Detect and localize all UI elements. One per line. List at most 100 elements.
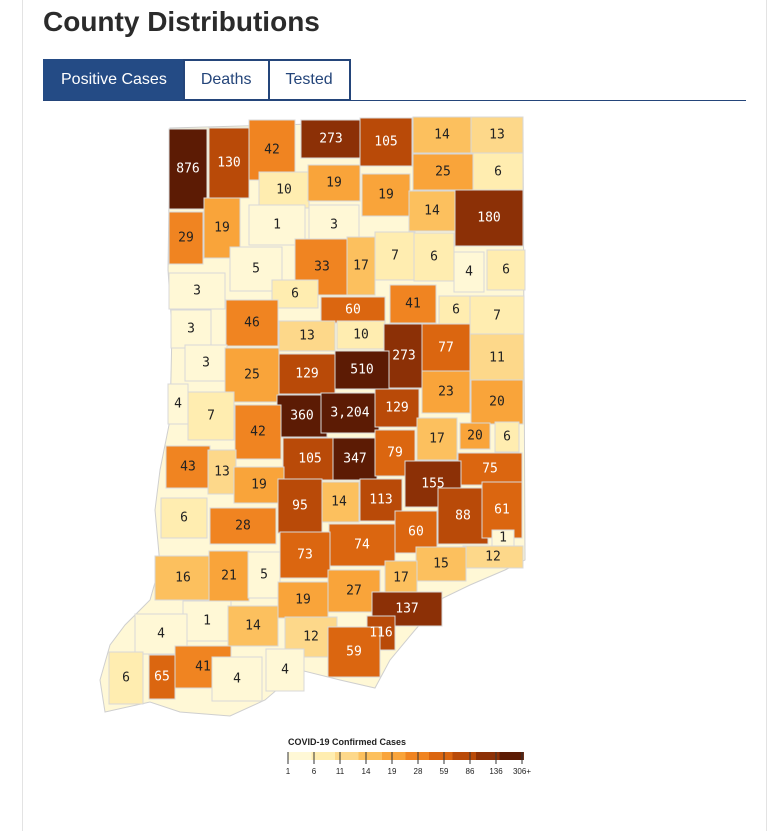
county-region[interactable] — [184, 344, 228, 382]
county-value-label: 3 — [193, 284, 201, 299]
county-region[interactable] — [168, 211, 204, 265]
county-region[interactable] — [394, 510, 438, 554]
county-value-label: 4 — [174, 397, 182, 412]
county-region[interactable] — [361, 173, 411, 217]
county-region[interactable] — [248, 204, 306, 246]
county-value-label: 21 — [221, 569, 237, 584]
county-region[interactable] — [248, 119, 296, 181]
county-region[interactable] — [346, 236, 376, 296]
county-region[interactable] — [233, 466, 285, 504]
county-region[interactable] — [404, 460, 462, 508]
county-region[interactable] — [383, 323, 425, 389]
county-value-label: 20 — [489, 395, 505, 410]
county-region[interactable] — [247, 551, 281, 599]
county-region[interactable] — [454, 189, 524, 247]
county-value-label: 6 — [180, 511, 188, 526]
county-value-label: 17 — [353, 259, 369, 274]
county-value-label: 11 — [489, 351, 505, 366]
county-value-label: 5 — [252, 262, 260, 277]
county-value-label: 46 — [244, 316, 260, 331]
county-region[interactable] — [154, 555, 212, 601]
county-region[interactable] — [187, 391, 235, 441]
county-region[interactable] — [481, 481, 523, 539]
county-region[interactable] — [472, 152, 524, 192]
county-region[interactable] — [469, 295, 525, 337]
county-value-label: 7 — [207, 409, 215, 424]
county-region[interactable] — [470, 116, 524, 154]
county-region[interactable] — [328, 523, 396, 567]
county-region[interactable] — [389, 284, 437, 324]
county-region[interactable] — [336, 320, 386, 350]
county-region[interactable] — [227, 605, 279, 647]
county-region[interactable] — [265, 648, 305, 692]
county-value-label: 3 — [187, 322, 195, 337]
county-region[interactable] — [320, 392, 380, 434]
county-region[interactable] — [469, 333, 525, 383]
county-region[interactable] — [470, 379, 524, 425]
legend-swatch — [429, 752, 454, 760]
county-region[interactable] — [320, 296, 386, 324]
county-value-label: 19 — [326, 176, 342, 191]
county-region[interactable] — [459, 422, 491, 450]
county-region[interactable] — [421, 323, 471, 373]
legend-swatch — [452, 752, 477, 760]
county-region[interactable] — [332, 437, 378, 481]
county-region[interactable] — [160, 497, 208, 539]
county-region[interactable] — [374, 231, 416, 281]
legend-tick-label: 28 — [414, 767, 423, 776]
county-value-label: 113 — [369, 493, 392, 508]
county-region[interactable] — [334, 350, 390, 390]
county-region[interactable] — [318, 481, 360, 523]
county-region[interactable] — [170, 309, 212, 349]
legend-tick-label: 19 — [388, 767, 397, 776]
county-region[interactable] — [148, 654, 176, 700]
county-value-label: 28 — [235, 519, 251, 534]
county-value-label: 10 — [353, 328, 369, 343]
county-region[interactable] — [412, 116, 472, 154]
county-region[interactable] — [208, 127, 250, 199]
county-region[interactable] — [271, 279, 319, 309]
county-region[interactable] — [416, 417, 458, 461]
county-value-label: 6 — [452, 303, 460, 318]
county-region[interactable] — [412, 153, 474, 191]
county-value-label: 7 — [391, 249, 399, 264]
legend-swatch — [382, 752, 407, 760]
county-region[interactable] — [282, 437, 338, 481]
county-value-label: 14 — [434, 128, 450, 143]
county-region[interactable] — [327, 569, 381, 613]
county-region[interactable] — [211, 656, 263, 702]
county-region[interactable] — [208, 550, 250, 602]
county-region[interactable] — [374, 388, 420, 428]
county-region[interactable] — [494, 421, 520, 453]
county-value-label: 1 — [499, 531, 507, 546]
county-value-label: 5 — [260, 568, 268, 583]
legend-swatch — [476, 752, 501, 760]
county-region[interactable] — [108, 651, 144, 705]
county-region[interactable] — [276, 394, 328, 438]
county-value-label: 14 — [245, 619, 261, 634]
county-value-label: 16 — [175, 571, 191, 586]
tab-tested[interactable]: Tested — [267, 59, 351, 101]
county-region[interactable] — [359, 117, 413, 167]
county-region[interactable] — [234, 404, 282, 460]
county-value-label: 19 — [251, 478, 267, 493]
county-region[interactable] — [486, 249, 526, 291]
county-value-label: 155 — [421, 477, 444, 492]
county-region[interactable] — [277, 581, 329, 619]
county-region[interactable] — [300, 119, 362, 159]
county-region[interactable] — [307, 164, 361, 202]
county-region[interactable] — [168, 272, 226, 310]
county-region[interactable] — [278, 320, 336, 352]
county-region[interactable] — [327, 626, 381, 678]
county-region[interactable] — [277, 478, 323, 534]
county-value-label: 4 — [465, 265, 473, 280]
county-region[interactable] — [165, 445, 211, 489]
county-value-label: 4 — [281, 663, 289, 678]
county-region[interactable] — [421, 370, 471, 414]
county-region[interactable] — [453, 251, 485, 293]
county-value-label: 42 — [264, 143, 280, 158]
county-region[interactable] — [168, 128, 208, 210]
county-value-label: 360 — [290, 409, 313, 424]
county-region[interactable] — [209, 507, 277, 545]
county-region[interactable] — [225, 299, 279, 347]
